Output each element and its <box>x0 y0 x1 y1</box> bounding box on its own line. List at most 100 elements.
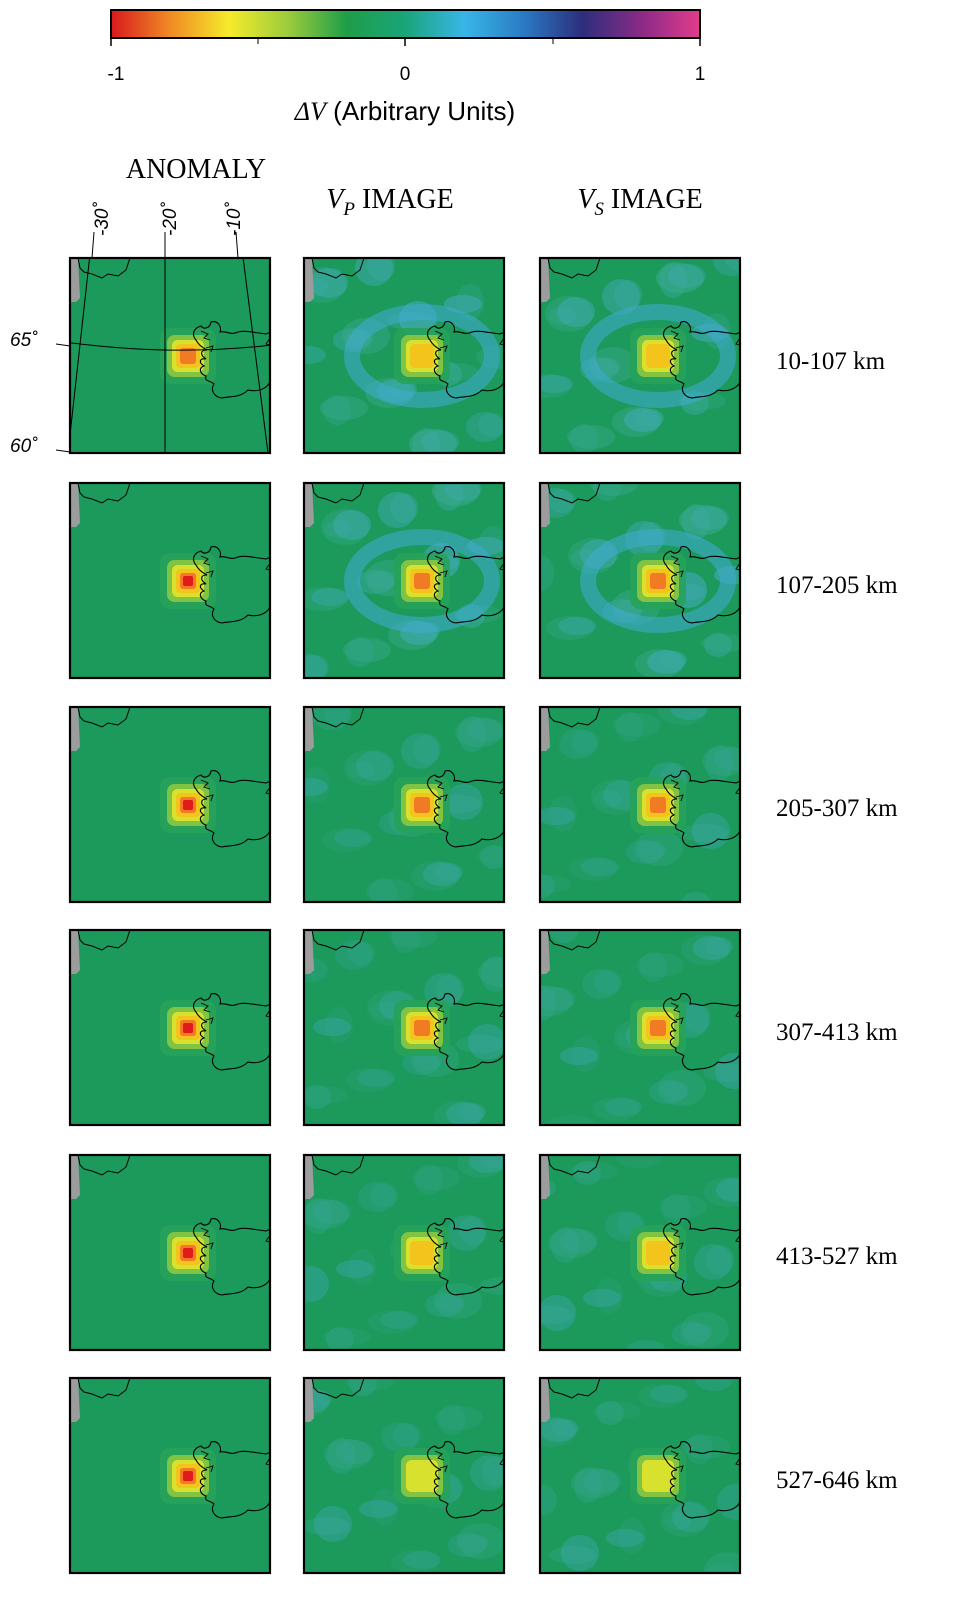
vs-image-panel <box>538 705 742 904</box>
greenland-land <box>70 1378 80 1422</box>
noise-patch <box>551 1227 579 1263</box>
noise-patch <box>434 1101 482 1125</box>
noise-patch <box>693 936 731 960</box>
noise-patch <box>304 1199 349 1229</box>
noise-patch <box>323 395 351 425</box>
anomaly-panel <box>68 928 272 1127</box>
iceland-coastline <box>662 1218 740 1296</box>
noise-patch <box>313 1018 351 1036</box>
iceland-coastline <box>192 770 270 848</box>
noise-patch <box>670 707 708 720</box>
noise-patch <box>658 1070 706 1106</box>
graticule-extensions <box>55 231 239 453</box>
anomaly-blob <box>414 573 430 589</box>
iceland-fjords <box>670 1227 740 1250</box>
noise-patch <box>401 733 439 769</box>
noise-patch <box>594 790 622 808</box>
vp-symbol: V <box>326 184 346 215</box>
iceland-coastline <box>192 321 270 399</box>
noise-patch <box>546 616 594 640</box>
colorbar-label-units: (Arbitrary Units) <box>326 96 515 126</box>
vs-image-panel <box>538 256 742 455</box>
noise-patch <box>662 1194 690 1224</box>
noise-patch <box>304 1198 332 1234</box>
noise-patch <box>659 651 687 669</box>
noise-patch <box>470 1455 504 1491</box>
noise-patch <box>304 778 328 796</box>
noise-patch <box>570 424 598 453</box>
iceland-coastline <box>426 993 504 1071</box>
greenland-land <box>70 707 80 751</box>
noise-patch <box>616 712 644 742</box>
noise-patch <box>378 492 416 528</box>
noise-patch <box>594 970 622 994</box>
iceland-fjords <box>434 555 504 578</box>
noise-patch <box>704 633 732 657</box>
noise-patch <box>561 1535 599 1571</box>
panel-frame <box>302 481 506 680</box>
meridian-line <box>70 258 91 440</box>
greenland-land <box>70 258 80 302</box>
low-velocity-ring <box>580 529 736 633</box>
noise-patch <box>681 1312 729 1348</box>
colorbar-major-ticks <box>110 38 701 46</box>
noise-patch <box>656 263 704 293</box>
anomaly-blob <box>646 344 670 368</box>
noise-patch <box>540 1418 577 1442</box>
anomaly-blob <box>650 797 666 813</box>
noise-patch <box>324 1439 372 1469</box>
noise-patch <box>481 1155 504 1168</box>
colorbar-tick-label: 0 <box>400 64 411 85</box>
noise-patch <box>343 638 391 662</box>
greenland-land <box>304 483 314 527</box>
iceland-coastline <box>662 546 740 624</box>
noise-patch <box>540 1417 575 1447</box>
noise-patch <box>627 1340 665 1350</box>
noise-patch <box>567 425 615 449</box>
noise-patch <box>325 1007 353 1043</box>
noise-patch <box>540 1485 557 1515</box>
vp-image-panel <box>302 481 506 680</box>
panel-frame <box>538 481 742 680</box>
noise-patch <box>349 1378 377 1396</box>
noise-patch <box>706 1245 734 1275</box>
noise-patch <box>615 1155 663 1168</box>
noise-patch <box>672 1322 710 1346</box>
noise-patch <box>701 634 740 652</box>
noise-patch <box>456 1035 504 1053</box>
noise-patch <box>478 957 504 987</box>
greenland-coast <box>311 930 365 951</box>
noise-patch <box>581 858 619 876</box>
noise-patch <box>304 346 326 364</box>
noise-patch <box>560 1229 598 1253</box>
noise-patch <box>592 1097 640 1121</box>
noise-patch <box>304 1266 329 1302</box>
noise-patch <box>705 745 733 781</box>
noise-patch <box>304 267 346 303</box>
noise-patch <box>582 969 620 999</box>
greenland-land <box>70 930 80 974</box>
noise-patch <box>466 412 504 442</box>
noise-patch <box>355 258 393 286</box>
noise-patch <box>714 747 740 771</box>
noise-patch <box>540 987 575 1011</box>
meridian-line <box>242 258 269 453</box>
depth-label: 527-646 km <box>776 1467 898 1494</box>
noise-patch <box>593 1402 641 1420</box>
greenland-land <box>304 930 314 974</box>
noise-patch <box>445 784 483 820</box>
iceland-coastline <box>192 993 270 1071</box>
longitude-label: -20˚ <box>160 202 181 236</box>
depth-label: 413-527 km <box>776 1243 898 1270</box>
iceland-fjords <box>670 555 740 578</box>
anomaly-blob <box>183 1248 193 1258</box>
noise-patch <box>725 258 740 271</box>
noise-patch <box>540 555 554 591</box>
colorbar-label-symbol: ΔV <box>294 97 329 126</box>
noise-patch <box>358 1182 396 1212</box>
anomaly-blob <box>650 1020 666 1036</box>
header-anomaly: ANOMALY <box>126 154 266 185</box>
vs-subscript: S <box>594 199 604 220</box>
anomaly-panel <box>68 1376 272 1575</box>
noise-patch <box>481 956 504 992</box>
